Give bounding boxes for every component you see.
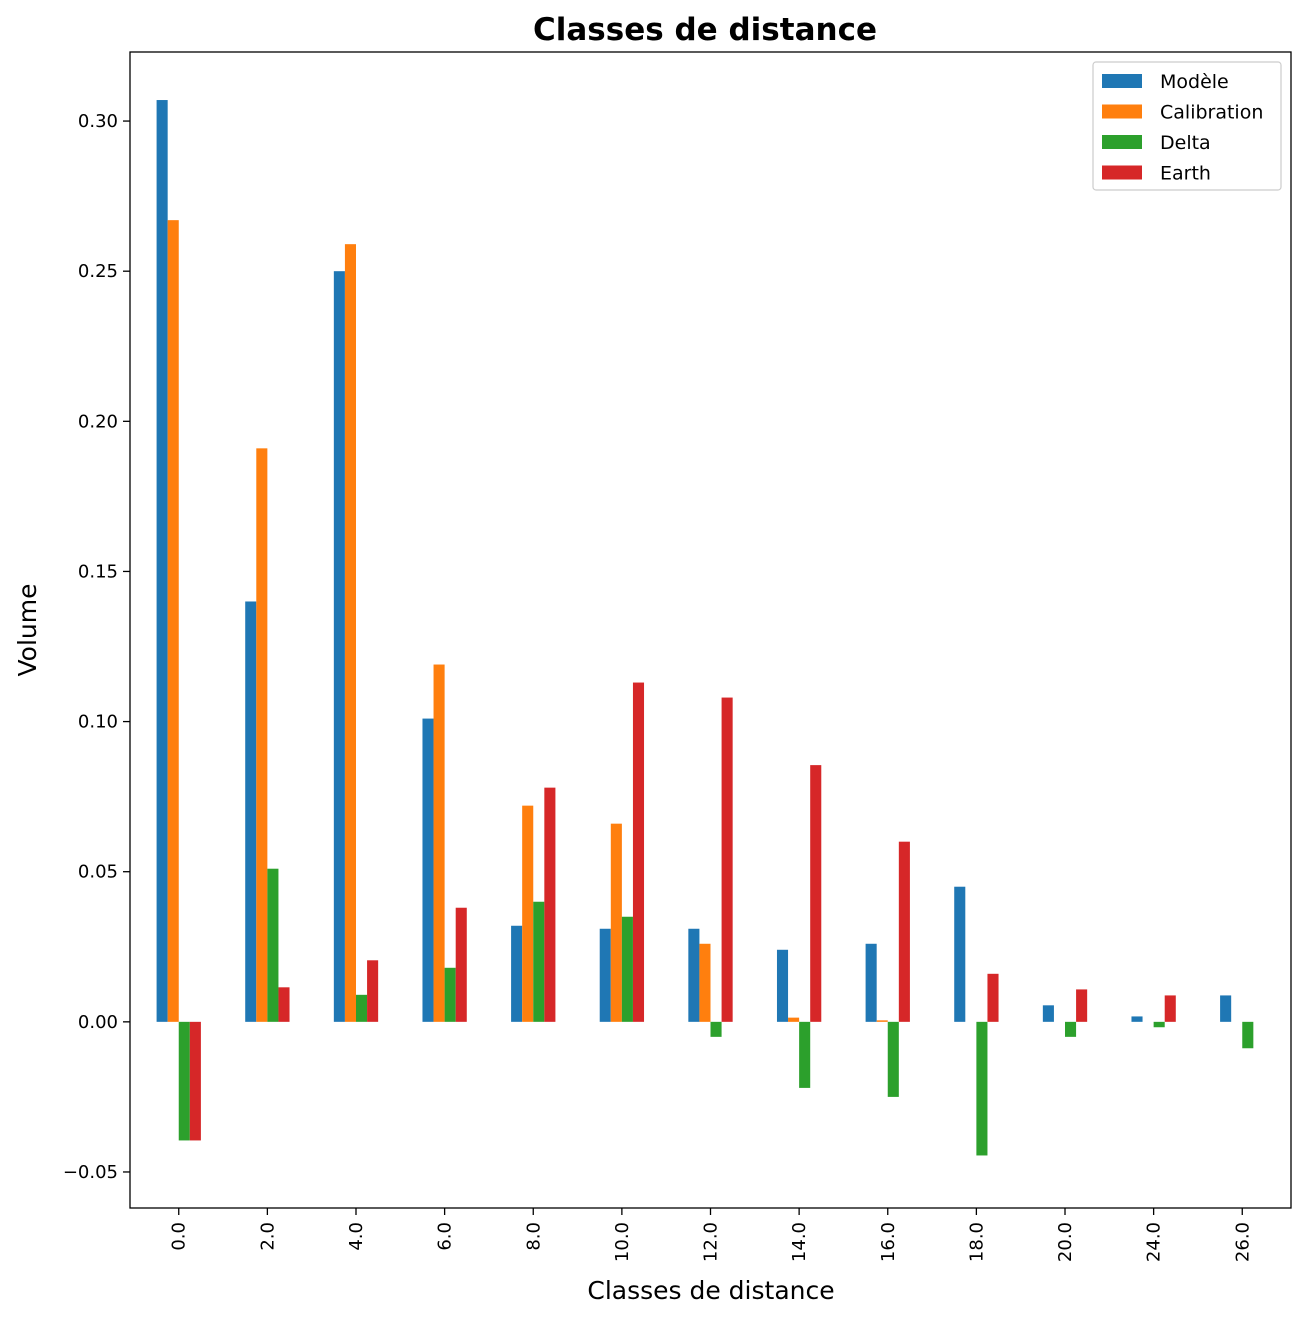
bar-calibration-6 [699, 943, 711, 1022]
bar-mod-le-5 [599, 928, 611, 1022]
y-tick-label: 0.30 [78, 111, 118, 132]
legend-label: Earth [1160, 163, 1211, 185]
bar-delta-6 [710, 1021, 722, 1037]
x-tick-label: 16.0 [878, 1222, 899, 1262]
x-tick-label: 6.0 [435, 1222, 456, 1251]
chart-title: Classes de distance [533, 12, 877, 48]
y-tick-label: 0.00 [78, 1012, 118, 1033]
bar-mod-le-8 [865, 943, 877, 1022]
bar-calibration-2 [344, 244, 356, 1022]
legend-label: Modèle [1160, 71, 1229, 93]
x-tick-label: 26.0 [1232, 1222, 1253, 1262]
bar-mod-le-6 [688, 928, 700, 1022]
legend-label: Calibration [1160, 102, 1263, 124]
bar-mod-le-3 [422, 718, 434, 1022]
bar-calibration-1 [256, 448, 268, 1022]
bar-calibration-7 [788, 1017, 800, 1022]
legend-swatch [1102, 135, 1142, 149]
y-tick-label: 0.20 [78, 411, 118, 432]
plot-area [156, 100, 1254, 1156]
bar-earth-11 [1164, 995, 1176, 1022]
y-tick-label: 0.05 [78, 862, 118, 883]
x-tick-label: 10.0 [612, 1222, 633, 1262]
bar-delta-3 [444, 967, 456, 1022]
bar-earth-3 [455, 907, 467, 1022]
bar-mod-le-12 [1220, 995, 1232, 1022]
bar-mod-le-2 [333, 271, 345, 1022]
bar-delta-2 [356, 994, 368, 1022]
y-tick-label: −0.05 [63, 1162, 118, 1183]
bar-earth-0 [189, 1021, 201, 1141]
bar-delta-12 [1242, 1021, 1254, 1049]
x-tick-label: 2.0 [257, 1222, 278, 1251]
y-tick-label: 0.25 [78, 261, 118, 282]
y-tick-label: 0.10 [78, 712, 118, 733]
legend-swatch [1102, 165, 1142, 180]
x-tick-label: 24.0 [1144, 1222, 1165, 1262]
bar-calibration-5 [610, 823, 622, 1022]
bar-earth-1 [278, 987, 290, 1022]
bar-mod-le-10 [1042, 1005, 1054, 1022]
bar-earth-10 [1076, 989, 1088, 1022]
x-tick-label: 14.0 [789, 1222, 810, 1262]
bar-delta-10 [1065, 1021, 1077, 1037]
bar-mod-le-11 [1131, 1016, 1143, 1022]
y-tick-label: 0.15 [78, 561, 118, 582]
bar-mod-le-0 [156, 100, 168, 1022]
bar-delta-1 [267, 868, 279, 1022]
bar-calibration-0 [167, 220, 179, 1022]
bar-delta-11 [1153, 1021, 1165, 1028]
x-tick-label: 0.0 [169, 1222, 190, 1251]
x-tick-label: 8.0 [523, 1222, 544, 1251]
bar-delta-9 [976, 1021, 988, 1156]
legend-box [1092, 61, 1282, 191]
x-tick-label: 4.0 [346, 1222, 367, 1251]
x-tick-label: 12.0 [701, 1222, 722, 1262]
legend-swatch [1102, 74, 1142, 88]
bar-delta-5 [621, 916, 633, 1022]
legend: Modèle Calibration Delta Earth [1092, 61, 1282, 191]
bar-mod-le-4 [511, 925, 523, 1022]
bar-earth-4 [544, 787, 556, 1022]
bar-earth-9 [987, 973, 999, 1022]
bar-mod-le-9 [954, 886, 966, 1022]
legend-label: Delta [1160, 132, 1211, 154]
bar-earth-5 [632, 682, 645, 1022]
bar-earth-8 [898, 841, 910, 1022]
bar-delta-8 [887, 1021, 899, 1097]
y-axis-label: Volume [13, 584, 42, 677]
bar-delta-7 [799, 1021, 811, 1088]
bar-calibration-8 [876, 1020, 888, 1022]
legend-swatch [1102, 104, 1142, 119]
bar-mod-le-1 [245, 601, 257, 1022]
x-tick-label: 20.0 [1055, 1222, 1076, 1262]
bar-earth-7 [810, 765, 822, 1022]
x-axis-label: Classes de distance [587, 1276, 834, 1305]
bar-earth-2 [367, 960, 379, 1022]
bar-earth-6 [721, 697, 733, 1022]
bar-calibration-3 [433, 664, 445, 1022]
bar-delta-0 [178, 1021, 190, 1141]
y-axis: −0.05 0.00 0.05 0.10 0.15 0.20 0.25 0.30 [63, 111, 130, 1183]
x-axis: 0.0 2.0 4.0 6.0 8.0 10.0 12.0 14.0 16.0 18.0 20.0 2… [169, 1208, 1253, 1262]
bar-calibration-4 [522, 805, 534, 1022]
bar-delta-4 [533, 901, 545, 1022]
x-tick-label: 18.0 [966, 1222, 987, 1262]
bar-mod-le-7 [776, 949, 789, 1022]
